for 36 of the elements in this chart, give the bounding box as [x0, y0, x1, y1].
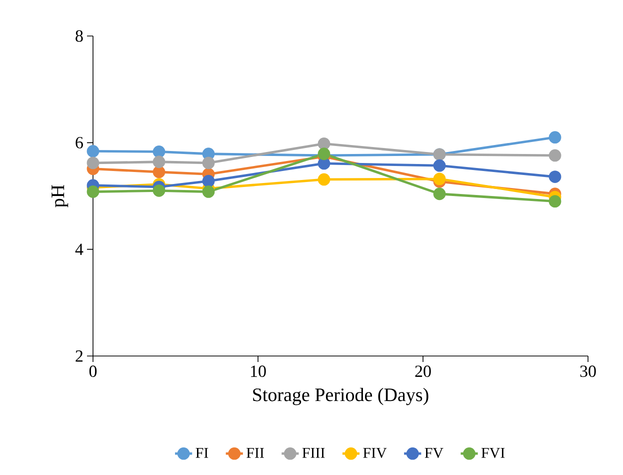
point	[318, 138, 330, 150]
point	[152, 166, 166, 178]
y-axis-title: pH	[52, 184, 68, 208]
point	[152, 146, 166, 158]
legend-label: FV	[424, 448, 444, 458]
point	[318, 157, 330, 170]
point	[433, 188, 446, 200]
x-tick-label: 0	[89, 366, 97, 378]
point	[202, 156, 215, 170]
legend-label: FVI	[481, 448, 505, 458]
y-tick-label: 6	[76, 136, 83, 148]
point	[202, 186, 215, 198]
legend-label: FII	[246, 448, 264, 458]
y-tick-label: 4	[75, 244, 84, 255]
x-tick-label: 10	[250, 366, 266, 378]
y-tick-label: 8	[76, 30, 83, 42]
point	[433, 159, 446, 172]
y-tick-label: 2	[76, 350, 83, 362]
point	[86, 156, 100, 170]
point	[548, 149, 562, 162]
point	[86, 186, 100, 198]
point	[152, 156, 166, 168]
point	[548, 131, 562, 144]
point	[318, 173, 330, 186]
point	[86, 145, 100, 158]
x-axis-title: Storage Periode (Days)	[253, 388, 428, 406]
point	[548, 170, 562, 183]
point	[433, 172, 446, 186]
point	[202, 174, 215, 188]
legend-label: FIII	[302, 448, 325, 458]
legend-label: FIV	[363, 448, 387, 458]
point	[152, 184, 166, 197]
x-tick-label: 30	[580, 366, 596, 378]
legend-label: FI	[196, 448, 208, 458]
point	[548, 195, 562, 208]
x-tick-label: 20	[415, 366, 431, 378]
